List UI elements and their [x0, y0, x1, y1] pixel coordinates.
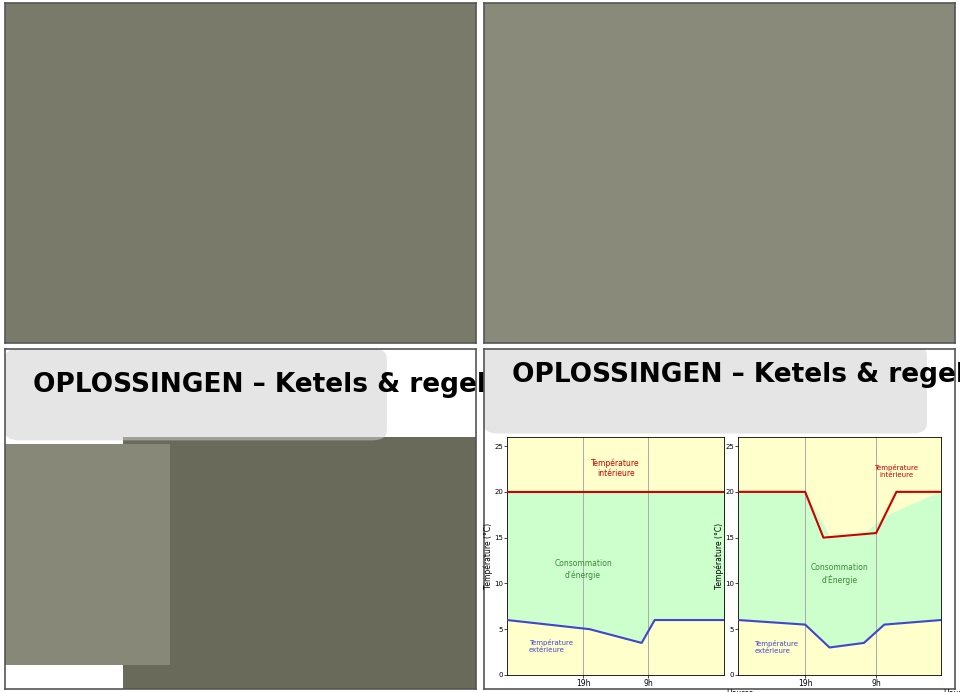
Text: OPLOSSINGEN – Ketels & regeling: OPLOSSINGEN – Ketels & regeling — [33, 372, 533, 399]
Bar — [123, 437, 476, 689]
Text: OPLOSSINGEN – Ketels & regeling: OPLOSSINGEN – Ketels & regeling — [512, 362, 960, 388]
Bar — [5, 444, 170, 665]
FancyBboxPatch shape — [484, 345, 927, 434]
FancyBboxPatch shape — [5, 349, 387, 440]
